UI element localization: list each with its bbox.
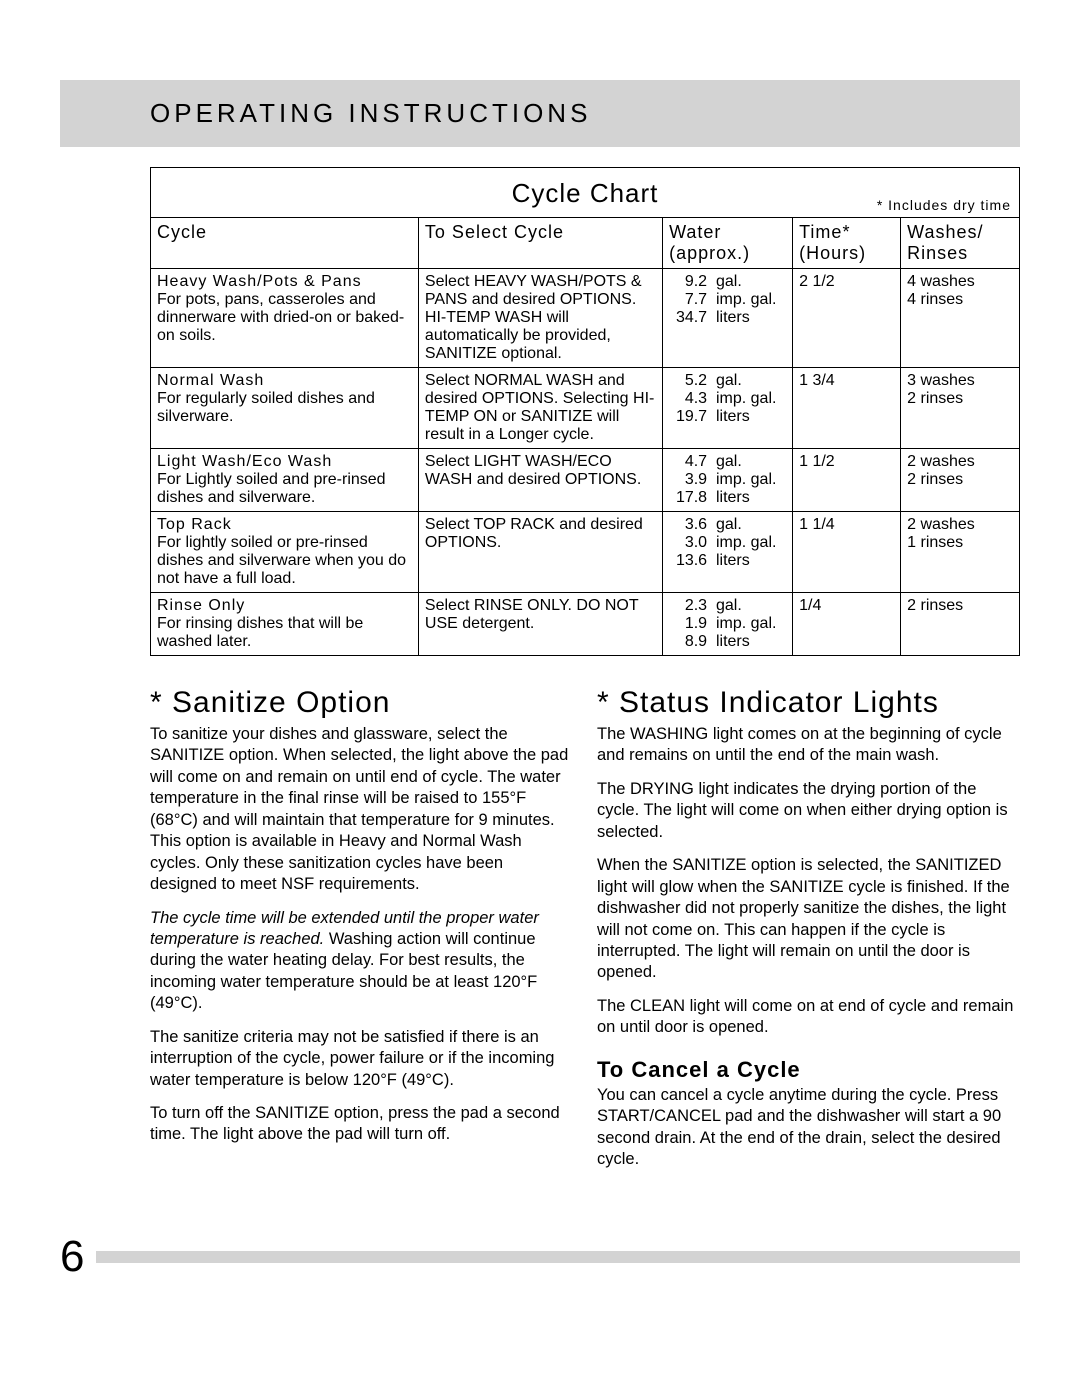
table-row: Light Wash/Eco WashFor Lightly soiled an… (151, 449, 1020, 512)
wash-label-1: Washes/ (907, 222, 983, 242)
select-cell: Select TOP RACK and desired OPTIONS. (418, 512, 662, 593)
time-cell: 2 1/2 (793, 269, 901, 368)
status-p4: The CLEAN light will come on at end of c… (597, 996, 1020, 1039)
col-header-select: To Select Cycle (418, 218, 662, 269)
time-cell: 1 1/2 (793, 449, 901, 512)
water-cell: 2.3 gal.1.9 imp. gal.8.9 liters (663, 593, 793, 656)
wash-cell: 4 washes4 rinses (901, 269, 1020, 368)
chart-footnote: * Includes dry time (877, 197, 1011, 213)
col-header-wash: Washes/ Rinses (901, 218, 1020, 269)
select-cell: Select LIGHT WASH/ECO WASH and desired O… (418, 449, 662, 512)
table-row: Rinse OnlyFor rinsing dishes that will b… (151, 593, 1020, 656)
sanitize-title: * Sanitize Option (150, 686, 573, 720)
table-row: Normal WashFor regularly soiled dishes a… (151, 368, 1020, 449)
header-bar: OPERATING INSTRUCTIONS (60, 80, 1020, 147)
cycle-cell: Light Wash/Eco WashFor Lightly soiled an… (151, 449, 419, 512)
col-header-water: Water (approx.) (663, 218, 793, 269)
time-cell: 1 1/4 (793, 512, 901, 593)
col-header-cycle: Cycle (151, 218, 419, 269)
table-row: Top RackFor lightly soiled or pre-rinsed… (151, 512, 1020, 593)
time-cell: 1 3/4 (793, 368, 901, 449)
page-number: 6 (60, 1232, 84, 1282)
water-label-1: Water (669, 222, 721, 242)
sanitize-p2: The cycle time will be extended until th… (150, 908, 573, 1015)
time-cell: 1/4 (793, 593, 901, 656)
cycle-cell: Heavy Wash/Pots & PansFor pots, pans, ca… (151, 269, 419, 368)
water-cell: 4.7 gal.3.9 imp. gal.17.8 liters (663, 449, 793, 512)
wash-cell: 2 rinses (901, 593, 1020, 656)
water-cell: 5.2 gal.4.3 imp. gal.19.7 liters (663, 368, 793, 449)
cancel-title: To Cancel a Cycle (597, 1057, 1020, 1083)
sanitize-p4: To turn off the SANITIZE option, press t… (150, 1103, 573, 1146)
wash-cell: 3 washes2 rinses (901, 368, 1020, 449)
footer-line (96, 1251, 1020, 1263)
status-p3: When the SANITIZE option is selected, th… (597, 855, 1020, 984)
status-title: * Status Indicator Lights (597, 686, 1020, 720)
table-header-row: Cycle To Select Cycle Water (approx.) Ti… (151, 218, 1020, 269)
time-label-2: (Hours) (799, 243, 866, 263)
table-row: Heavy Wash/Pots & PansFor pots, pans, ca… (151, 269, 1020, 368)
table-title-row: Cycle Chart * Includes dry time (151, 168, 1020, 218)
cycle-chart-table: Cycle Chart * Includes dry time Cycle To… (150, 167, 1020, 656)
content-area: Cycle Chart * Includes dry time Cycle To… (0, 147, 1080, 1202)
table-title-cell: Cycle Chart * Includes dry time (151, 168, 1020, 218)
cycle-cell: Normal WashFor regularly soiled dishes a… (151, 368, 419, 449)
sanitize-p3: The sanitize criteria may not be satisfi… (150, 1027, 573, 1091)
select-cell: Select HEAVY WASH/POTS & PANS and desire… (418, 269, 662, 368)
wash-label-2: Rinses (907, 243, 968, 263)
cycle-cell: Top RackFor lightly soiled or pre-rinsed… (151, 512, 419, 593)
two-column-section: * Sanitize Option To sanitize your dishe… (150, 686, 1020, 1182)
page-title: OPERATING INSTRUCTIONS (150, 98, 990, 129)
water-label-2: (approx.) (669, 243, 750, 263)
water-cell: 9.2 gal.7.7 imp. gal.34.7 liters (663, 269, 793, 368)
status-p1: The WASHING light comes on at the beginn… (597, 724, 1020, 767)
time-label-1: Time* (799, 222, 850, 242)
select-cell: Select RINSE ONLY. DO NOT USE detergent. (418, 593, 662, 656)
wash-cell: 2 washes1 rinses (901, 512, 1020, 593)
cancel-p1: You can cancel a cycle anytime during th… (597, 1085, 1020, 1171)
cycle-cell: Rinse OnlyFor rinsing dishes that will b… (151, 593, 419, 656)
status-p2: The DRYING light indicates the drying po… (597, 779, 1020, 843)
left-column: * Sanitize Option To sanitize your dishe… (150, 686, 573, 1182)
right-column: * Status Indicator Lights The WASHING li… (597, 686, 1020, 1182)
page-footer: 6 (60, 1232, 1020, 1282)
water-cell: 3.6 gal.3.0 imp. gal.13.6 liters (663, 512, 793, 593)
col-header-time: Time* (Hours) (793, 218, 901, 269)
wash-cell: 2 washes2 rinses (901, 449, 1020, 512)
select-cell: Select NORMAL WASH and desired OPTIONS. … (418, 368, 662, 449)
sanitize-p1: To sanitize your dishes and glassware, s… (150, 724, 573, 896)
